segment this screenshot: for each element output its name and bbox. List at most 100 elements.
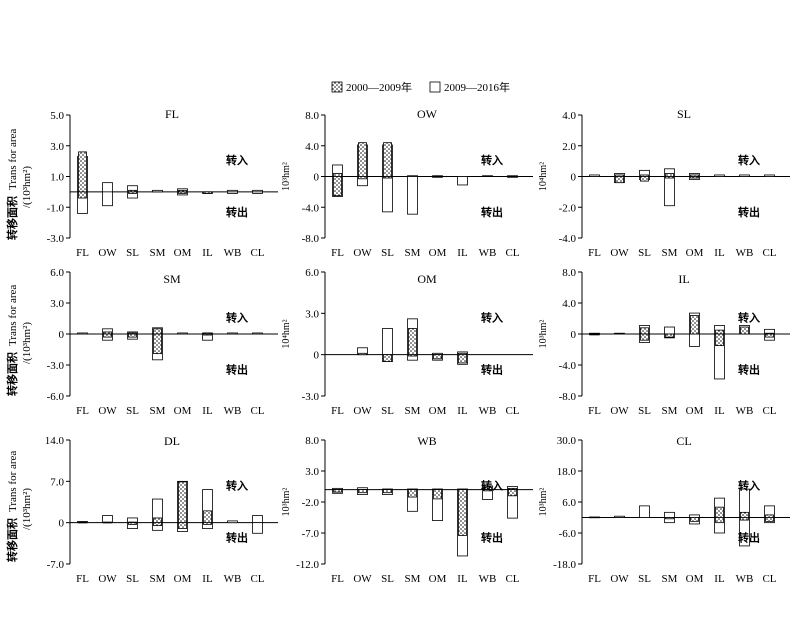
bar-2000-2009-out: [178, 191, 187, 194]
x-tick-label: SM: [150, 405, 166, 417]
bar-2000-2009-out: [408, 354, 417, 357]
y-tick-label: -4.0: [302, 202, 320, 214]
y-tick-label: 0: [59, 329, 65, 341]
bar-2000-2009-out: [128, 191, 137, 194]
panel-title: WB: [417, 434, 436, 448]
x-tick-label: SL: [638, 247, 651, 259]
x-tick-label: WB: [224, 573, 242, 585]
y-tick-label: 7.0: [50, 476, 64, 488]
x-tick-label: SL: [381, 405, 394, 417]
annotation-out: 转出: [738, 205, 760, 219]
x-tick-label: CL: [250, 405, 264, 417]
legend-swatch-period1: [331, 81, 343, 93]
panel-il: IL 8.0 4.0 0 -4.0 -8.0 10³hm² FL OW SL SM OM IL WB CL 转…: [538, 267, 790, 417]
x-tick-label: IL: [202, 405, 213, 417]
bar-2009-2016-out: [102, 191, 113, 207]
x-tick-label: IL: [714, 573, 725, 585]
x-tick-label: OW: [610, 405, 629, 417]
bar-2000-2009-in: [740, 326, 749, 335]
panel-title: OW: [417, 107, 438, 121]
bar-2009-2016-in: [252, 515, 263, 524]
x-tick-label: FL: [76, 573, 89, 585]
annotation-in: 转入: [481, 153, 503, 167]
bar-2000-2009-out: [765, 517, 774, 522]
annotation-out: 转出: [481, 531, 503, 545]
x-tick-label: SM: [662, 405, 678, 417]
x-tick-label: OM: [686, 405, 704, 417]
panel-title: SM: [163, 272, 181, 286]
annotation-in: 转入: [738, 153, 760, 167]
x-tick-label: OM: [174, 573, 192, 585]
bar-2000-2009-out: [665, 333, 674, 338]
x-tick-label: CL: [250, 573, 264, 585]
bar-2009-2016-in: [102, 182, 113, 193]
x-tick-label: CL: [505, 573, 519, 585]
bar-2000-2009-in: [103, 521, 112, 524]
annotation-in: 转入: [226, 311, 248, 325]
bar-2000-2009-in: [715, 506, 724, 518]
legend-swatch-period2: [429, 81, 441, 93]
legend-label-period2: 2009—2016年: [444, 80, 510, 94]
y-tick-label: -3.0: [302, 391, 320, 403]
x-tick-label: SL: [638, 573, 651, 585]
annotation-in: 转入: [738, 311, 760, 325]
bar-2000-2009-in: [153, 517, 162, 524]
x-tick-label: OM: [429, 573, 447, 585]
bar-2009-2016-in: [639, 505, 650, 518]
x-tick-label: OW: [353, 247, 372, 259]
x-tick-label: WB: [479, 405, 497, 417]
x-tick-label: SL: [381, 573, 394, 585]
bar-2000-2009-out: [665, 176, 674, 179]
shared-ylabel-cn: 转移面积: [5, 196, 19, 240]
x-tick-label: WB: [736, 247, 754, 259]
legend: 2000—2009年 2009—2016年: [331, 80, 510, 94]
y-unit-label: 10³hm²: [281, 162, 292, 191]
panel-title: CL: [676, 434, 691, 448]
shared-ylabel-unit: /(10³hm²): [21, 166, 33, 208]
x-tick-label: SM: [662, 247, 678, 259]
x-tick-label: OM: [174, 405, 192, 417]
bar-2009-2016-out: [407, 176, 418, 215]
x-tick-label: FL: [588, 405, 601, 417]
x-tick-label: FL: [76, 405, 89, 417]
y-unit-label: 10³hm²: [538, 488, 549, 517]
bar-2009-2016-in: [77, 332, 88, 335]
y-tick-label: -8.0: [302, 233, 320, 245]
x-tick-label: FL: [76, 247, 89, 259]
y-tick-label: -6.0: [559, 528, 577, 540]
y-tick-label: 14.0: [45, 435, 65, 447]
y-tick-label: 0: [571, 172, 577, 184]
x-tick-label: OM: [686, 573, 704, 585]
bar-2009-2016-in: [764, 174, 775, 177]
bar-2009-2016-in: [739, 174, 750, 177]
bar-2009-2016-in: [252, 332, 263, 335]
bar-2000-2009-out: [508, 489, 517, 497]
bar-2000-2009-out: [128, 522, 137, 525]
y-unit-label: 10⁴hm²: [538, 162, 549, 191]
y-tick-label: 0: [59, 518, 65, 530]
panel-ow: OW 8.0 4.0 0 -4.0 -8.0 10³hm² FL OW SL SM OM IL WB CL 转…: [281, 107, 533, 259]
y-unit-label: 10⁴hm²: [281, 319, 292, 348]
x-tick-label: SM: [150, 247, 166, 259]
y-tick-label: 3.0: [50, 141, 64, 153]
bar-2000-2009-out: [358, 489, 367, 494]
x-tick-label: OM: [429, 405, 447, 417]
panel-title: OM: [417, 272, 437, 286]
bar-2000-2009-out: [615, 176, 624, 184]
panels: FL5.03.01.0-1.0-3.0FL OW SL SM OM IL WB CL转入转出O…: [45, 107, 790, 585]
bar-2000-2009-out: [740, 517, 749, 521]
bar-2000-2009-in: [358, 142, 367, 177]
bar-2009-2016-in: [589, 516, 600, 519]
y-tick-label: -8.0: [559, 391, 577, 403]
panel-sl: SL 4.0 2.0 0 -2.0 -4.0 10⁴hm² FL OW SL SM OM IL WB CL 转…: [538, 107, 790, 259]
bar-2000-2009-in: [640, 327, 649, 335]
bar-2009-2016-out: [689, 333, 700, 347]
bar-2000-2009-out: [358, 176, 367, 180]
panel-title: SL: [677, 107, 691, 121]
bar-2000-2009-out: [78, 191, 87, 199]
x-tick-label: OW: [98, 247, 117, 259]
x-tick-label: SL: [126, 405, 139, 417]
shared-ylabel-cn: 转移面积: [5, 518, 19, 562]
bar-2009-2016-out: [507, 176, 518, 178]
bar-2009-2016-out: [252, 522, 263, 534]
